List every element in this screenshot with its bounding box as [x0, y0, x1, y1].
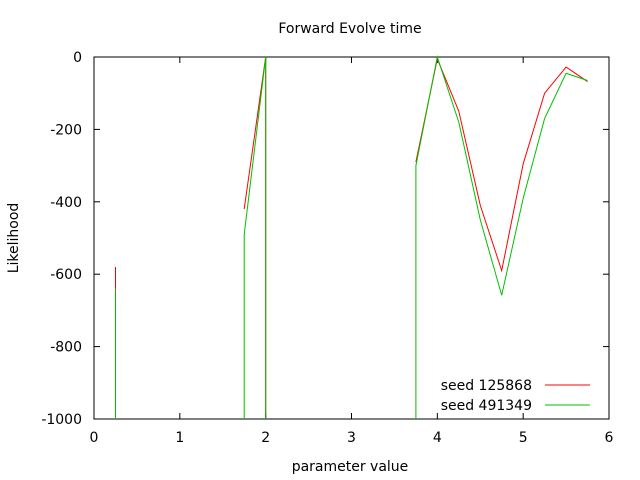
x-tick-label: 5: [519, 430, 528, 446]
y-axis-label: Likelihood: [6, 203, 22, 274]
x-axis-label: parameter value: [292, 459, 409, 475]
legend-label: seed 125868: [441, 378, 532, 394]
legend: seed 125868 seed 491349: [441, 378, 590, 414]
series-1-line: [243, 56, 267, 419]
axis-ticks: 0 1 2 3 4 5 6 0 -200 -400 -600 -800 -1000: [41, 50, 613, 446]
x-tick-label: 0: [90, 430, 99, 446]
x-tick-label: 2: [261, 430, 270, 446]
x-tick-label: 3: [347, 430, 356, 446]
plot-frame: [93, 56, 610, 420]
legend-label: seed 491349: [441, 398, 532, 414]
series-2-line: [243, 56, 267, 419]
series-2-line: [415, 55, 588, 419]
y-tick-label: -600: [50, 267, 82, 283]
y-tick-label: -800: [50, 340, 82, 356]
y-tick-label: -200: [50, 122, 82, 138]
x-tick-label: 6: [605, 430, 614, 446]
x-tick-label: 1: [175, 430, 184, 446]
chart-title: Forward Evolve time: [278, 21, 421, 37]
series-1-line: [415, 57, 588, 273]
y-tick-label: -1000: [41, 412, 82, 428]
x-tick-label: 4: [433, 430, 442, 446]
y-tick-label: -400: [50, 195, 82, 211]
y-tick-label: 0: [73, 50, 82, 66]
series-group: [115, 55, 588, 419]
